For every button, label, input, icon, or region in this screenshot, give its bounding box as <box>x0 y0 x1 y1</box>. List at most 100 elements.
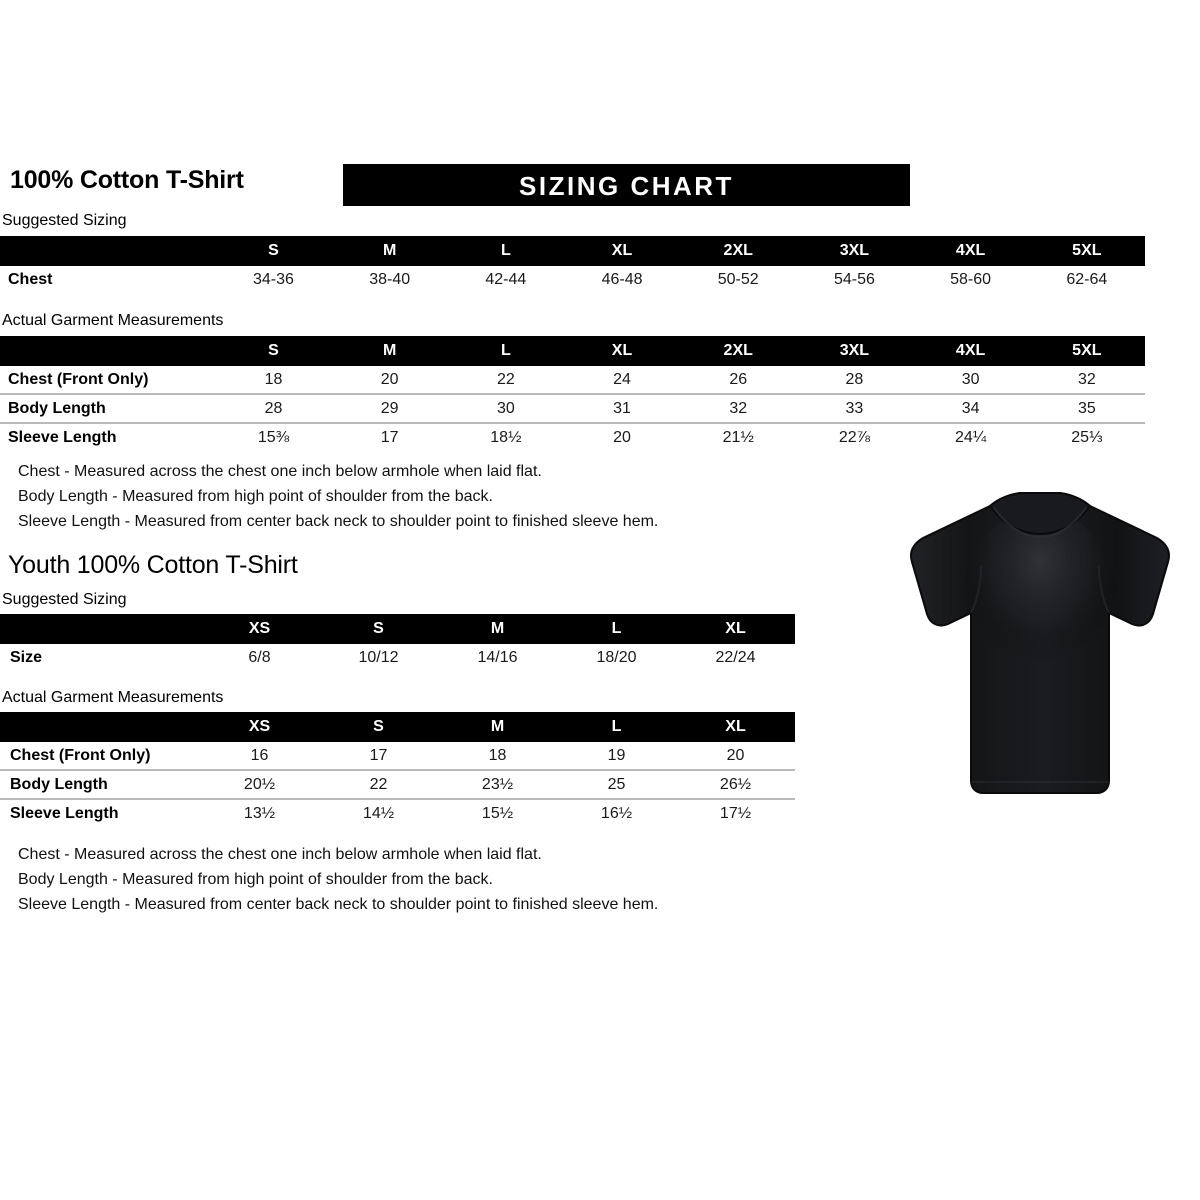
table-row: Sleeve Length 15⅜ 17 18½ 20 21½ 22⅞ 24¼ … <box>0 423 1145 451</box>
cell-sleevelength-m: 15½ <box>481 805 514 822</box>
cell-chestfront-l: 22 <box>496 371 515 388</box>
cell-chest-2xl: 50-52 <box>717 271 759 288</box>
col-header-xl: XL <box>611 342 633 359</box>
col-header-l: L <box>611 620 622 637</box>
cell-bodylength-l: 25 <box>607 776 626 793</box>
note-sleeve-length: Sleeve Length - Measured from center bac… <box>18 896 659 913</box>
cell-chest-xl: 46-48 <box>601 271 643 288</box>
cell-bodylength-4xl: 34 <box>961 400 980 417</box>
cell-sleevelength-xs: 13½ <box>243 805 276 822</box>
t-shirt-icon <box>910 492 1170 794</box>
col-header-l: L <box>611 718 622 735</box>
cell-chestfront-m: 20 <box>380 371 399 388</box>
youth-section-title: Youth 100% Cotton T-Shirt <box>8 551 298 579</box>
table-row: Body Length 20½ 22 23½ 25 26½ <box>0 770 795 799</box>
cell-bodylength-5xl: 35 <box>1077 400 1096 417</box>
cell-chestfront-l: 19 <box>607 747 626 764</box>
col-header-s: S <box>268 342 279 359</box>
note-chest: Chest - Measured across the chest one in… <box>18 463 542 480</box>
youth-suggested-sizing-table: XS S M L XL Size 6/8 10/12 14/16 18/20 2… <box>0 614 795 671</box>
row-label-size: Size <box>10 649 43 666</box>
cell-bodylength-s: 28 <box>264 400 283 417</box>
adult-measurements-table: S M L XL 2XL 3XL 4XL 5XL Chest (Front On… <box>0 336 1145 451</box>
cell-bodylength-xl: 26½ <box>719 776 752 793</box>
table-row: Chest 34-36 38-40 42-44 46-48 50-52 54-5… <box>0 266 1145 293</box>
adult-measurements-caption: Actual Garment Measurements <box>2 312 224 329</box>
row-label-chest: Chest <box>8 271 53 288</box>
cell-bodylength-s: 22 <box>369 776 388 793</box>
black-t-shirt-photo <box>895 482 1185 807</box>
col-header-xs: XS <box>248 718 271 735</box>
youth-measurements-table: XS S M L XL Chest (Front Only) 16 17 18 … <box>0 712 795 827</box>
cell-sleevelength-2xl: 21½ <box>722 429 754 446</box>
cell-chest-l: 42-44 <box>485 271 527 288</box>
shirt-left-sleeve-seam <box>970 565 982 614</box>
cell-sleevelength-l: 18½ <box>490 429 522 446</box>
cell-chest-3xl: 54-56 <box>833 271 875 288</box>
cell-bodylength-xs: 20½ <box>243 776 276 793</box>
cell-chestfront-xs: 16 <box>250 747 269 764</box>
note-sleeve-length: Sleeve Length - Measured from center bac… <box>18 513 659 530</box>
adult-suggested-sizing-table: S M L XL 2XL 3XL 4XL 5XL Chest 34-36 38-… <box>0 236 1145 293</box>
cell-chestfront-xl: 24 <box>613 371 631 388</box>
shirt-collar-seam <box>993 507 1087 539</box>
cell-bodylength-3xl: 33 <box>845 400 864 417</box>
sizing-chart-banner: SIZING CHART <box>343 164 910 206</box>
cell-chestfront-3xl: 28 <box>845 371 864 388</box>
col-header-xl: XL <box>725 620 746 637</box>
shirt-right-sleeve-seam <box>1098 565 1110 614</box>
col-header-4xl: 4XL <box>955 242 986 259</box>
col-header-xs: XS <box>248 620 271 637</box>
table-row: Chest (Front Only) 16 17 18 19 20 <box>0 742 795 770</box>
cell-chestfront-s: 17 <box>369 747 388 764</box>
shirt-collar <box>988 492 1092 536</box>
col-header-s: S <box>373 718 384 735</box>
col-header-xl: XL <box>725 718 746 735</box>
row-label-chest-front-only: Chest (Front Only) <box>10 747 151 764</box>
table-row: Sleeve Length 13½ 14½ 15½ 16½ 17½ <box>0 799 795 827</box>
col-header-label <box>0 336 215 366</box>
col-header-s: S <box>373 620 384 637</box>
col-header-xl: XL <box>611 242 633 259</box>
col-header-l: L <box>500 342 511 359</box>
table-row: Chest (Front Only) 18 20 22 24 26 28 30 … <box>0 366 1145 394</box>
cell-bodylength-l: 30 <box>496 400 515 417</box>
cell-chest-m: 38-40 <box>369 271 411 288</box>
sizing-chart-banner-label: SIZING CHART <box>519 171 734 201</box>
col-header-4xl: 4XL <box>955 342 986 359</box>
cell-sleevelength-s: 15⅜ <box>257 429 290 446</box>
col-header-label <box>0 712 200 742</box>
col-header-m: M <box>382 242 397 259</box>
row-label-chest-front-only: Chest (Front Only) <box>8 371 149 388</box>
cell-chestfront-2xl: 26 <box>729 371 748 388</box>
col-header-label <box>0 236 215 266</box>
col-header-2xl: 2XL <box>723 242 753 259</box>
col-header-label <box>0 614 200 644</box>
row-label-body-length: Body Length <box>10 776 108 793</box>
youth-measurement-notes: Chest - Measured across the chest one in… <box>18 842 658 917</box>
page-title: 100% Cotton T-Shirt <box>10 166 244 194</box>
col-header-3xl: 3XL <box>839 342 870 359</box>
cell-bodylength-m: 29 <box>380 400 399 417</box>
row-label-sleeve-length: Sleeve Length <box>8 429 117 446</box>
cell-sleevelength-l: 16½ <box>600 805 633 822</box>
cell-sleevelength-m: 17 <box>380 429 399 446</box>
cell-bodylength-xl: 31 <box>613 400 631 417</box>
cell-chestfront-m: 18 <box>488 747 507 764</box>
col-header-m: M <box>382 342 397 359</box>
table-header-row: XS S M L XL <box>0 712 795 742</box>
document-header: 100% Cotton T-Shirt SIZING CHART <box>10 164 1190 210</box>
cell-size-s: 10/12 <box>358 649 399 666</box>
col-header-m: M <box>490 718 505 735</box>
note-chest: Chest - Measured across the chest one in… <box>18 846 542 863</box>
col-header-s: S <box>268 242 279 259</box>
cell-sleevelength-xl: 17½ <box>719 805 752 822</box>
col-header-m: M <box>490 620 505 637</box>
note-body-length: Body Length - Measured from high point o… <box>18 871 493 888</box>
cell-chestfront-s: 18 <box>264 371 283 388</box>
cell-size-l: 18/20 <box>596 649 637 666</box>
cell-chest-s: 34-36 <box>253 271 294 288</box>
cell-size-m: 14/16 <box>477 649 518 666</box>
cell-chest-5xl: 62-64 <box>1066 271 1108 288</box>
